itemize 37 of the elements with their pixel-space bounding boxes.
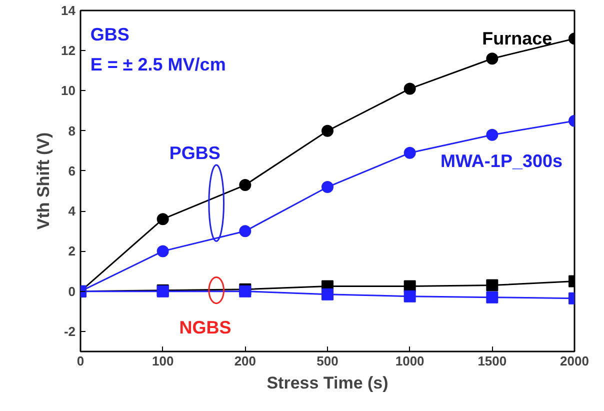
series-label: Furnace: [482, 28, 552, 49]
annotation: GBS: [90, 24, 130, 45]
annotation: NGBS: [179, 317, 232, 338]
y-tick-label: 2: [68, 244, 76, 259]
x-tick-label: 100: [152, 354, 174, 368]
x-axis-title: Stress Time (s): [266, 374, 388, 392]
point: [404, 146, 416, 159]
point: [486, 52, 498, 65]
y-tick-label: 8: [68, 123, 76, 138]
point: [322, 124, 334, 137]
y-tick-label: 14: [61, 3, 76, 18]
x-tick-label: 2000: [560, 354, 589, 368]
annotation: PGBS: [169, 142, 220, 163]
series-label: MWA-1P_300s: [440, 150, 563, 171]
point: [404, 82, 416, 95]
y-axis-title: Vth Shift (V): [34, 132, 54, 230]
point: [239, 179, 252, 191]
point: [156, 245, 169, 258]
x-tick-label: 500: [316, 354, 338, 368]
point: [239, 225, 252, 238]
y-tick-label: 10: [61, 83, 76, 98]
y-tick-label: 12: [61, 43, 76, 58]
point: [486, 279, 498, 292]
point: [486, 291, 498, 304]
point: [156, 213, 169, 226]
y-tick-label: 6: [68, 163, 76, 178]
x-tick-label: 1500: [478, 354, 507, 368]
y-tick-label: 4: [68, 204, 76, 219]
y-tick-label: 0: [68, 284, 76, 299]
x-tick-label: 1000: [395, 354, 424, 368]
point: [404, 290, 416, 302]
x-tick-label: 200: [234, 354, 256, 368]
y-tick-label: -2: [64, 324, 76, 339]
annotation: E = ± 2.5 MV/cm: [90, 54, 226, 75]
point: [322, 181, 334, 194]
point: [486, 128, 498, 141]
point: [322, 288, 334, 300]
